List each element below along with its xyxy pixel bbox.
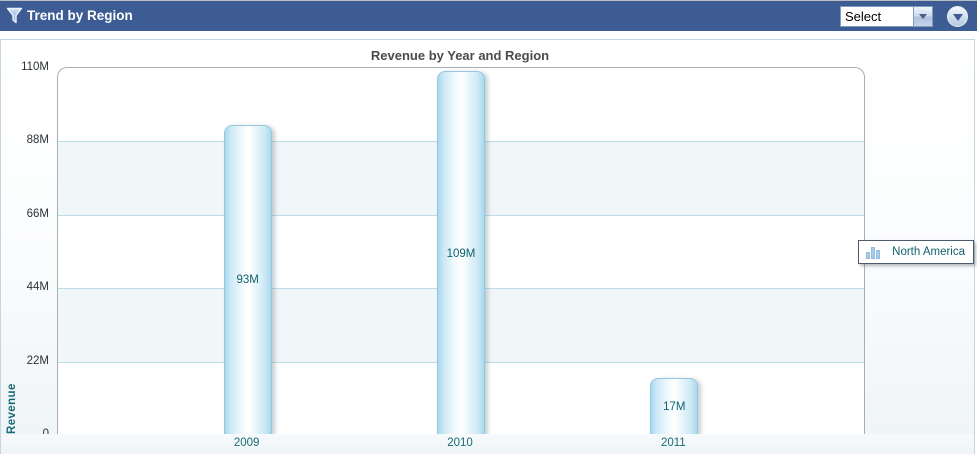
plot-area: 93M 109M 17M: [57, 67, 865, 436]
view-select[interactable]: Select: [840, 6, 933, 27]
panel-title: Trend by Region: [27, 8, 133, 23]
bar-2009[interactable]: 93M: [223, 124, 272, 435]
y-tick-label: 110M: [21, 61, 49, 73]
y-tick-label: 44M: [26, 281, 49, 294]
legend: North America: [858, 240, 974, 264]
filter-icon: [6, 7, 23, 24]
x-tick-label-2011: 2011: [660, 437, 686, 449]
y-tick-label: 66M: [26, 207, 49, 220]
legend-bar-chart-icon: [866, 246, 881, 259]
bar-value-label: 109M: [446, 247, 476, 260]
x-tick-label-2009: 2009: [233, 437, 260, 449]
collapse-chevron-icon: [952, 13, 963, 21]
bar-2011[interactable]: 17M: [650, 378, 699, 435]
x-tick-label-2010: 2010: [447, 437, 473, 449]
view-select-value: Select: [845, 9, 882, 24]
dropdown-arrow-icon[interactable]: [913, 7, 932, 26]
y-axis-ticks: 110M88M66M44M22M0: [1, 61, 51, 440]
y-tick-label: 22M: [26, 354, 49, 367]
panel-titlebar: Trend by Region Select: [0, 0, 977, 31]
collapse-button[interactable]: [947, 6, 968, 27]
bar-2010[interactable]: 109M: [437, 71, 485, 435]
bar-value-label: 93M: [236, 274, 259, 287]
chart-title: Revenue by Year and Region: [370, 48, 550, 63]
chart-panel: Revenue by Year and Region Revenue 110M 8…: [0, 39, 975, 454]
y-tick-label: 88M: [26, 134, 49, 147]
x-axis: 2009 2010 2011: [1, 434, 974, 454]
bar-value-label: 17M: [663, 401, 686, 414]
legend-item-label: North America: [892, 246, 965, 258]
